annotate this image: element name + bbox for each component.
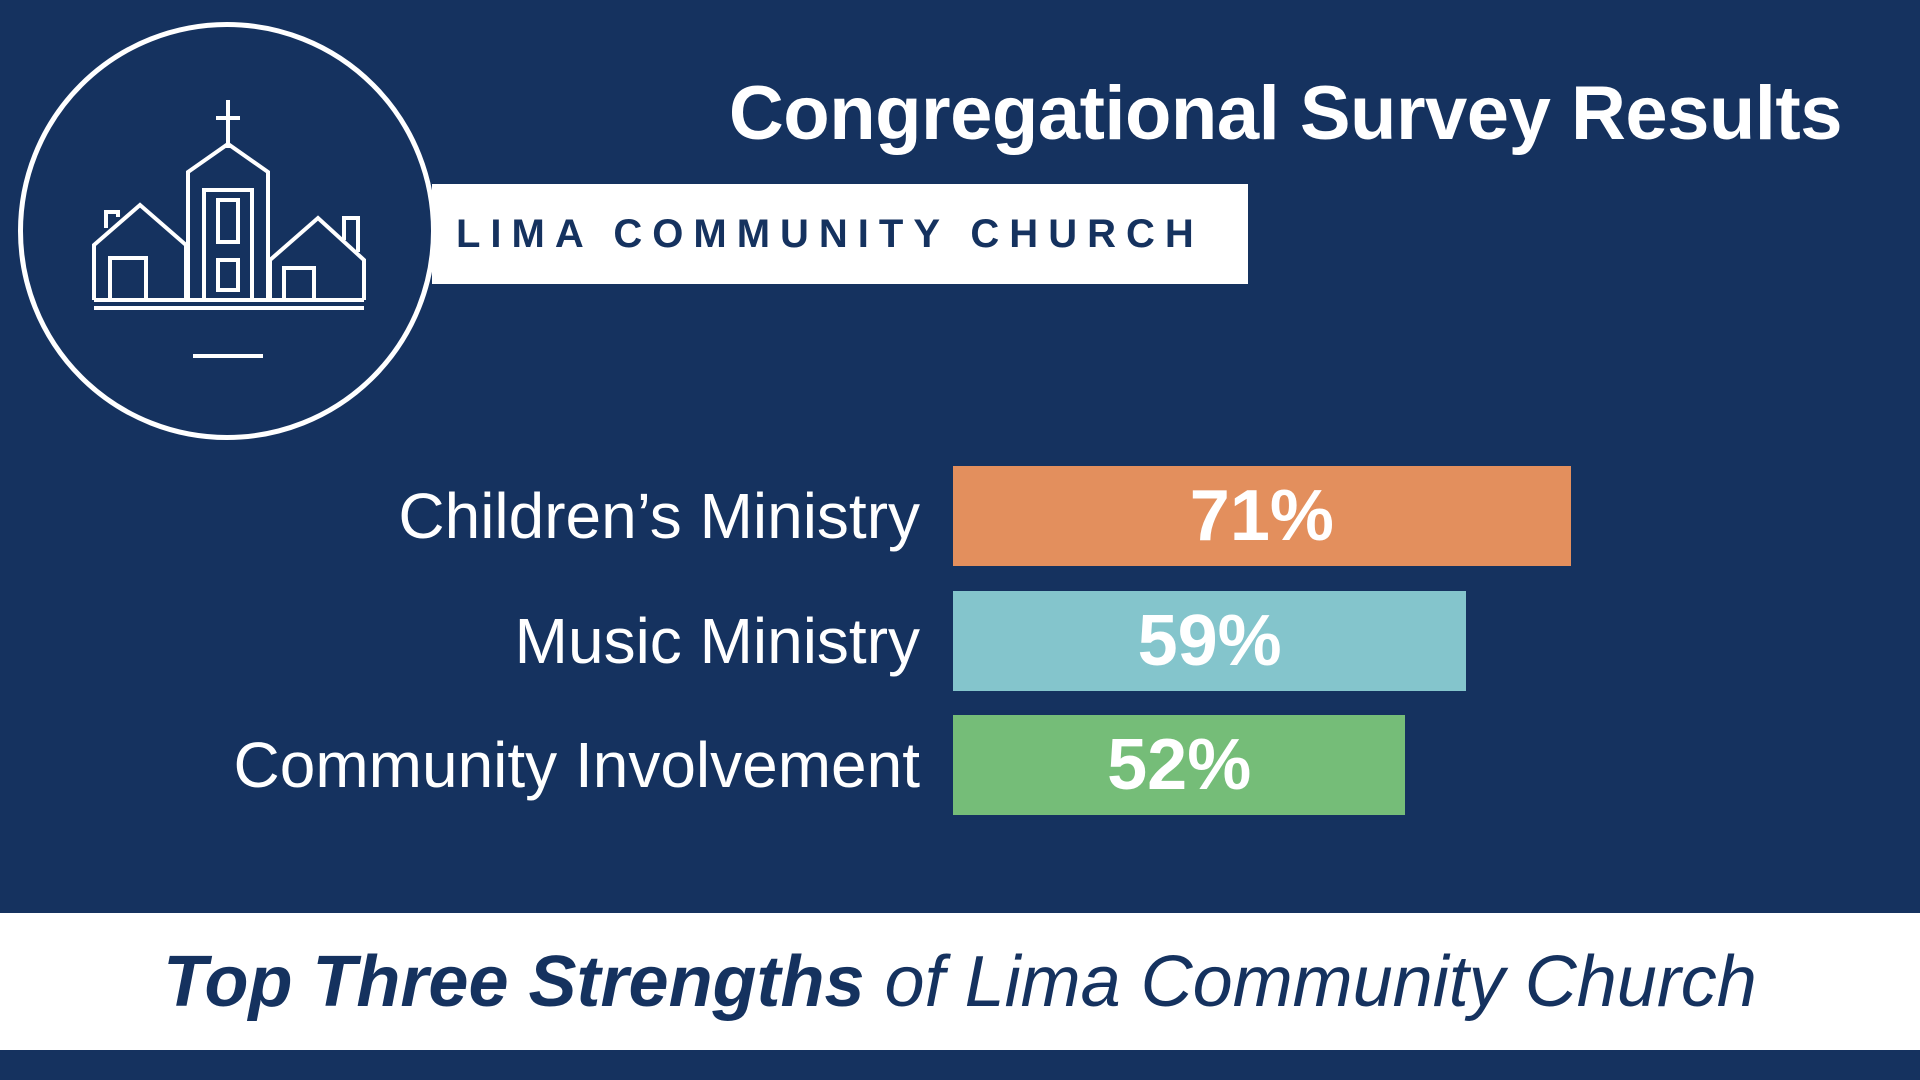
bar xyxy=(953,466,1571,566)
page-title: Congregational Survey Results xyxy=(728,71,1843,156)
bar-value-label: 71% xyxy=(1189,476,1334,556)
bar xyxy=(953,715,1406,815)
footer-caption-rest: of Lima Community Church xyxy=(864,941,1757,1022)
footer-band: Top Three Strengths of Lima Community Ch… xyxy=(0,913,1920,1050)
bar-value-label: 52% xyxy=(1107,725,1252,805)
org-name: LIMA COMMUNITY CHURCH xyxy=(456,211,1204,256)
category-label: Children’s Ministry xyxy=(398,480,920,552)
bar-value-label: 59% xyxy=(1137,601,1282,681)
org-banner: LIMA COMMUNITY CHURCH xyxy=(432,184,1248,284)
footer-caption-strong: Top Three Strengths xyxy=(163,941,865,1022)
category-label: Music Ministry xyxy=(514,605,920,677)
category-label: Community Involvement xyxy=(233,729,920,801)
church-village-icon xyxy=(92,100,366,358)
bar-chart: Children’s Ministry 71% Music Ministry 59% C… xyxy=(233,466,1571,815)
bar xyxy=(953,591,1467,691)
footer-caption: Top Three Strengths of Lima Community Ch… xyxy=(163,941,1757,1023)
